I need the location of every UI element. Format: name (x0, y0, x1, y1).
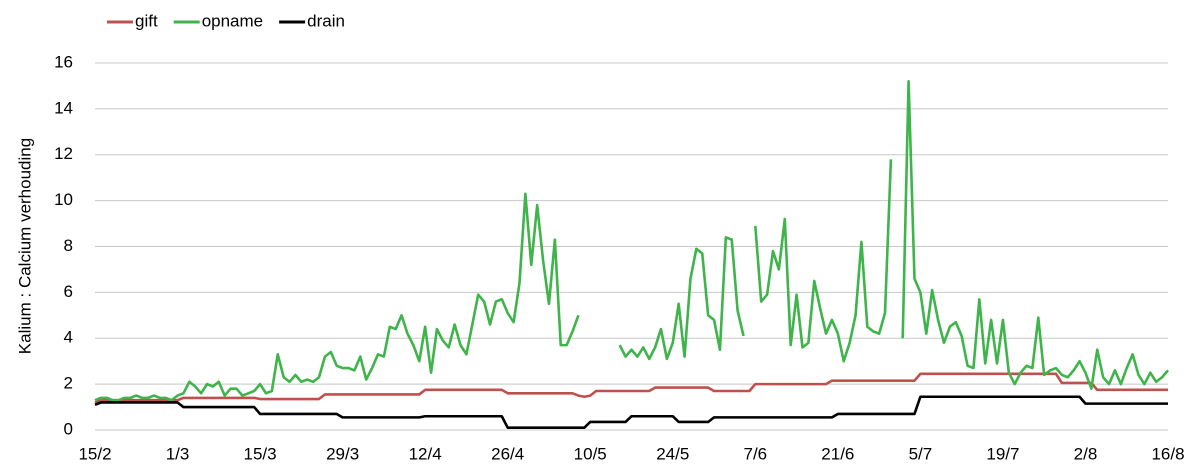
series-line (94, 80, 1169, 402)
x-tick-label: 2/8 (1074, 444, 1098, 463)
x-tick-label: 7/6 (743, 444, 767, 463)
x-tick-label: 26/4 (491, 444, 524, 463)
legend-label: opname (202, 11, 263, 30)
x-tick-label: 24/5 (656, 444, 689, 463)
x-tick-label: 15/3 (244, 444, 277, 463)
x-tick-label: 1/3 (166, 444, 190, 463)
x-tick-label: 10/5 (574, 444, 607, 463)
x-tick-label: 5/7 (909, 444, 933, 463)
legend-label: drain (307, 11, 345, 30)
x-tick-label: 21/6 (821, 444, 854, 463)
y-tick-label: 10 (54, 190, 73, 209)
y-tick-label: 6 (64, 282, 73, 301)
x-tick-label: 29/3 (326, 444, 359, 463)
y-tick-label: 14 (54, 98, 73, 117)
y-tick-label: 2 (64, 374, 73, 393)
x-tick-label: 15/2 (78, 444, 111, 463)
y-tick-label: 0 (64, 419, 73, 438)
x-tick-label: 12/4 (409, 444, 442, 463)
x-tick-label: 19/7 (986, 444, 1019, 463)
series-line (94, 372, 1168, 404)
series-line (94, 395, 1168, 430)
x-tick-label: 16/8 (1151, 444, 1184, 463)
y-tick-label: 4 (64, 328, 73, 347)
y-tick-label: 12 (54, 144, 73, 163)
y-axis-label: Kalium : Calcium verhouding (15, 138, 34, 354)
legend-label: gift (135, 11, 158, 30)
y-tick-label: 8 (64, 236, 73, 255)
y-tick-label: 16 (54, 52, 73, 71)
